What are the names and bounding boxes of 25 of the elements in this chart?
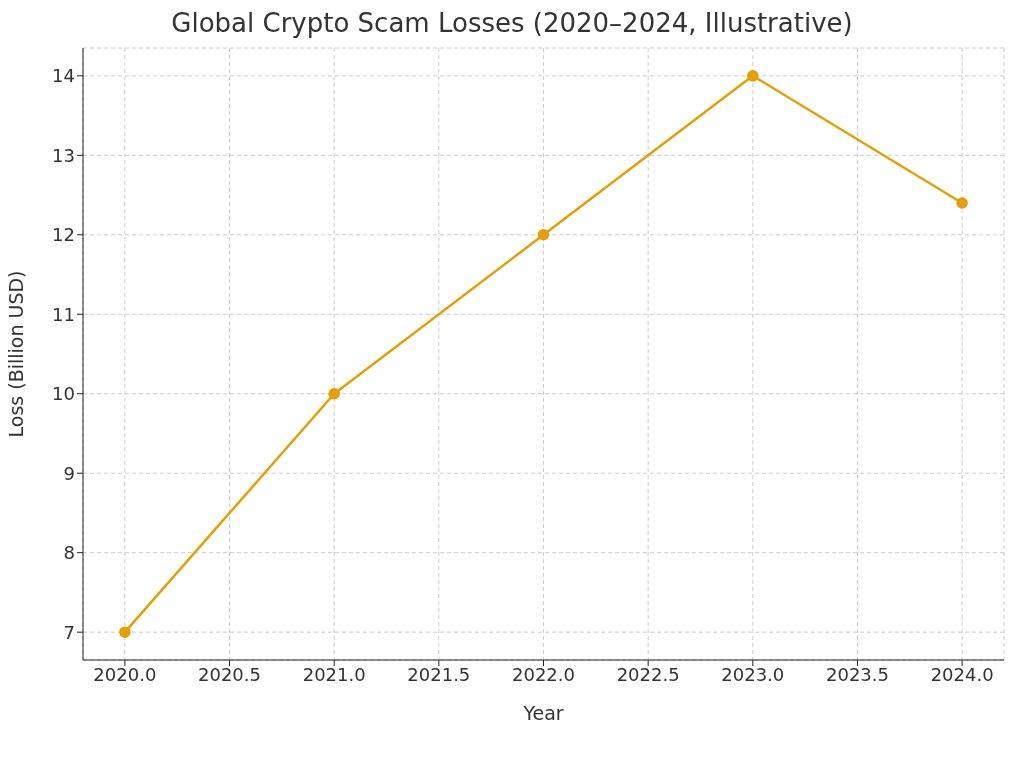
y-tick-label: 8 bbox=[63, 542, 75, 564]
x-tick-label: 2021.0 bbox=[302, 663, 366, 685]
y-tick-label: 12 bbox=[52, 224, 75, 246]
x-tick-label: 2020.0 bbox=[93, 663, 157, 685]
point bbox=[747, 70, 759, 82]
y-tick-label: 13 bbox=[52, 144, 75, 166]
x-tick-label: 2021.5 bbox=[407, 663, 471, 685]
x-tick-label: 2022.0 bbox=[512, 663, 575, 685]
y-tick-label: 11 bbox=[52, 303, 75, 325]
y-tick-label: 9 bbox=[63, 462, 75, 484]
chart-title: Global Crypto Scam Losses (2020–2024, Illustrative) bbox=[170, 8, 854, 38]
x-tick-label: 2020.5 bbox=[198, 663, 262, 685]
y-axis-title: Loss (Billion USD) bbox=[4, 270, 27, 438]
x-tick-label: 2023.0 bbox=[721, 663, 785, 685]
x-tick-label: 2023.5 bbox=[825, 663, 889, 685]
y-tick-label: 10 bbox=[52, 383, 75, 405]
x-tick-label: 2024.0 bbox=[930, 663, 994, 685]
x-axis-title: Year bbox=[522, 702, 564, 724]
x-tick-label: 2022.5 bbox=[616, 663, 680, 685]
point bbox=[537, 229, 550, 241]
point bbox=[119, 626, 131, 638]
point bbox=[328, 387, 340, 400]
y-tick-label: 7 bbox=[63, 621, 75, 643]
point bbox=[956, 197, 968, 209]
y-tick-label: 14 bbox=[52, 65, 75, 87]
